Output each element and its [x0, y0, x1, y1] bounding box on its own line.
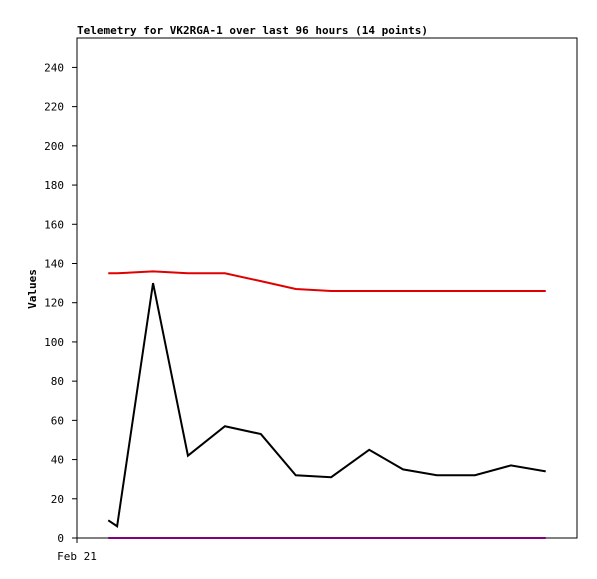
y-tick-label: 120 [44, 297, 64, 310]
y-tick-label: 160 [44, 218, 64, 231]
y-tick-label: 180 [44, 179, 64, 192]
y-tick-label: 20 [51, 493, 64, 506]
y-axis-label: Values [26, 269, 39, 309]
chart-title: Telemetry for VK2RGA-1 over last 96 hour… [77, 24, 428, 37]
y-tick-label: 140 [44, 257, 64, 270]
y-tick-label: 0 [57, 532, 64, 545]
y-tick-label: 220 [44, 101, 64, 114]
y-tick-label: 80 [51, 375, 64, 388]
y-tick-label: 60 [51, 414, 64, 427]
series-line [108, 270, 546, 292]
y-tick-label: 40 [51, 454, 64, 467]
x-tick-label: Feb 21 [57, 550, 97, 563]
y-tick-label: 100 [44, 336, 64, 349]
y-tick-label: 200 [44, 140, 64, 153]
y-tick-label: 240 [44, 61, 64, 74]
series-line [107, 282, 546, 528]
